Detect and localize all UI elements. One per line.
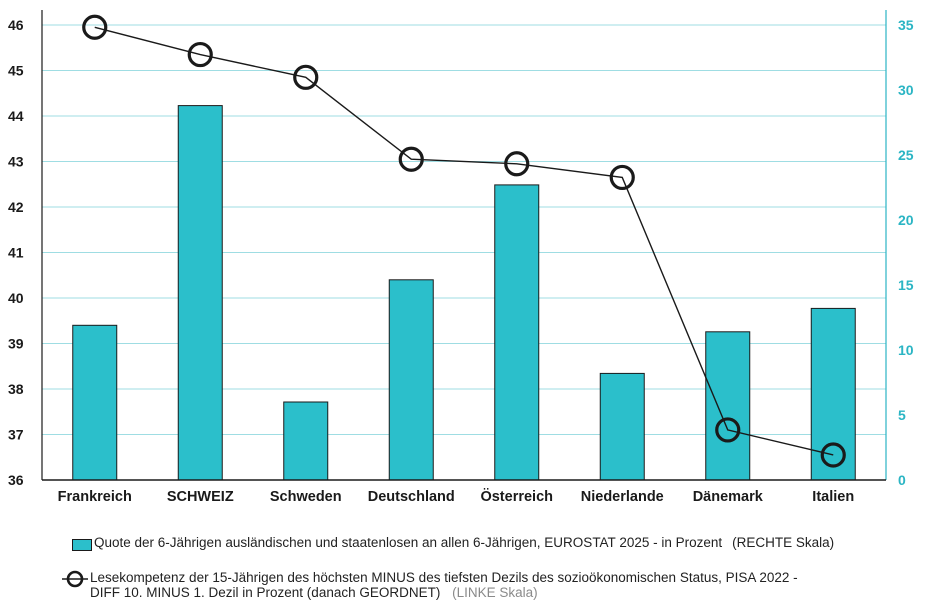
bar-SCHWEIZ <box>177 105 223 481</box>
bar-Dänemark <box>705 331 751 481</box>
line-point-Frankreich <box>82 14 108 40</box>
category-label-Schweden: Schweden <box>270 489 342 505</box>
left-tick-42: 42 <box>8 199 24 215</box>
line-point-Schweden <box>293 64 319 90</box>
right-tick-0: 0 <box>898 472 906 488</box>
line-point-Italien <box>820 442 846 468</box>
legend-line-scale: (LINKE Skala) <box>452 585 538 600</box>
left-tick-38: 38 <box>8 381 24 397</box>
left-tick-40: 40 <box>8 290 24 306</box>
left-tick-45: 45 <box>8 63 24 79</box>
left-tick-39: 39 <box>8 336 24 352</box>
category-labels: Frankreich SCHWEIZ Schweden Deutschland Öste… <box>58 488 855 505</box>
line-point-SCHWEIZ <box>187 41 213 68</box>
legend-line-text-2: DIFF 10. MINUS 1. Dezil in Prozent (dana… <box>90 585 441 600</box>
left-tick-43: 43 <box>8 154 24 170</box>
legend-line-marker-icon <box>62 570 88 588</box>
bar-Schweden <box>283 401 329 481</box>
line-point-Österreich <box>504 151 530 177</box>
right-tick-15: 15 <box>898 277 914 293</box>
right-tick-10: 10 <box>898 342 914 358</box>
bars <box>72 105 856 481</box>
line-point-Deutschland <box>398 146 424 172</box>
gridlines <box>42 24 886 481</box>
legend-bar-swatch <box>72 539 92 551</box>
right-tick-25: 25 <box>898 147 914 163</box>
legend-line-text-1: Lesekompetenz der 15-Jährigen des höchst… <box>90 570 798 585</box>
left-tick-46: 46 <box>8 17 24 33</box>
left-tick-44: 44 <box>8 108 24 124</box>
left-axis-ticks: 36 37 38 39 40 41 42 43 44 45 46 <box>8 17 24 488</box>
category-label-Niederlande: Niederlande <box>581 489 664 505</box>
left-tick-37: 37 <box>8 427 24 443</box>
category-label-SCHWEIZ: SCHWEIZ <box>167 489 234 505</box>
legend-bar-scale: (RECHTE Skala) <box>732 535 835 550</box>
right-tick-20: 20 <box>898 212 914 228</box>
bar-Frankreich <box>72 324 118 481</box>
legend-item-bars: Quote der 6-Jährigen ausländischen und s… <box>72 535 834 551</box>
right-tick-35: 35 <box>898 17 914 33</box>
category-label-Österreich: Österreich <box>480 488 553 505</box>
bar-Deutschland <box>388 279 434 481</box>
bar-Niederlande <box>599 372 645 481</box>
category-label-Frankreich: Frankreich <box>58 489 132 505</box>
right-tick-30: 30 <box>898 82 914 98</box>
category-label-Dänemark: Dänemark <box>693 489 764 505</box>
category-label-Italien: Italien <box>812 489 854 505</box>
legend-bar-text: Quote der 6-Jährigen ausländischen und s… <box>94 535 723 550</box>
line-series <box>82 14 846 468</box>
line-point-Dänemark <box>715 417 741 443</box>
line-point-Niederlande <box>609 164 635 191</box>
left-tick-36: 36 <box>8 472 24 488</box>
right-tick-5: 5 <box>898 407 906 423</box>
chart: 36 37 38 39 40 41 42 43 44 45 46 0 5 10 15 20 25 30 35 Fr… <box>8 10 914 505</box>
bar-Österreich <box>494 184 540 481</box>
line-path <box>94 26 834 456</box>
right-axis-ticks: 0 5 10 15 20 25 30 35 <box>898 17 914 488</box>
category-label-Deutschland: Deutschland <box>368 489 455 505</box>
left-tick-41: 41 <box>8 245 24 261</box>
axes <box>41 10 887 481</box>
legend-item-line: Lesekompetenz der 15-Jährigen des höchst… <box>62 570 798 600</box>
